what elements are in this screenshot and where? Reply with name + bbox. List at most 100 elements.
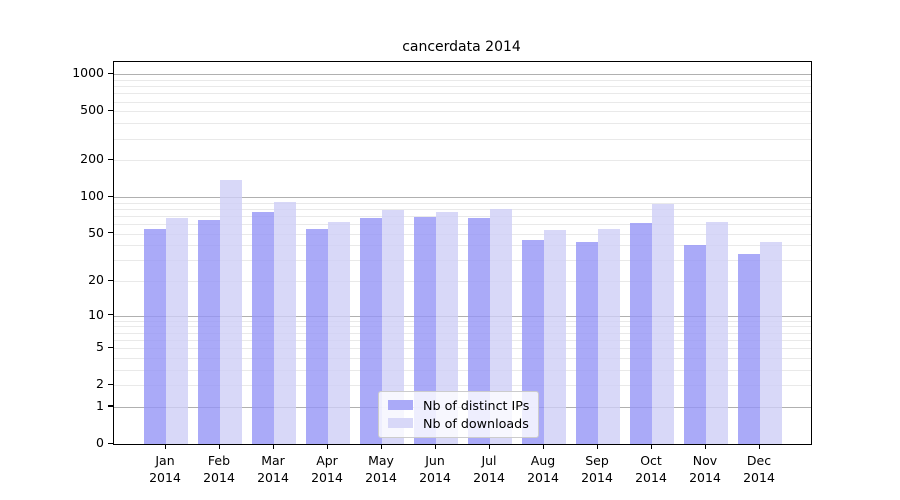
x-tick-month: Oct — [640, 453, 662, 468]
y-tick-label: 0 — [96, 435, 104, 450]
legend-swatch-distinct-ips — [388, 400, 413, 410]
x-tick — [542, 444, 544, 449]
x-tick-month: Mar — [261, 453, 285, 468]
gridline-minor — [114, 326, 811, 328]
x-tick-label: Aug 2014 — [511, 453, 575, 486]
x-tick-year: 2014 — [743, 469, 775, 485]
x-tick — [380, 444, 382, 449]
gridline-minor — [114, 369, 811, 371]
bar-downloads-jul — [490, 208, 512, 444]
bar-downloads-dec — [760, 241, 782, 444]
x-tick-year: 2014 — [365, 469, 397, 485]
gridline-minor — [114, 357, 811, 359]
x-tick-year: 2014 — [581, 469, 613, 485]
x-tick — [434, 444, 436, 449]
x-tick-month: Sep — [585, 453, 609, 468]
x-tick — [326, 444, 328, 449]
x-tick-year: 2014 — [149, 469, 181, 485]
x-tick-month: Apr — [316, 453, 338, 468]
gridline-minor — [114, 86, 811, 88]
gridline-minor — [114, 339, 811, 341]
x-tick-year: 2014 — [311, 469, 343, 485]
x-tick-label: Feb 2014 — [187, 453, 251, 486]
bar-distinct-ips-jan — [144, 228, 166, 444]
gridline-minor — [114, 160, 811, 162]
y-tick-label: 2 — [96, 376, 104, 392]
x-tick-month: Nov — [692, 453, 718, 468]
gridline-minor — [114, 320, 811, 322]
bar-downloads-mar — [274, 202, 296, 444]
legend-item-distinct-ips: Nb of distinct IPs — [388, 396, 529, 414]
gridline-minor — [114, 208, 811, 210]
gridline-major — [114, 197, 811, 199]
gridline-minor — [114, 111, 811, 113]
bar-downloads-apr — [328, 222, 350, 444]
y-tick-label: 1000 — [72, 65, 104, 81]
x-tick-month: Jun — [425, 453, 445, 468]
y-tick-label: 200 — [80, 151, 104, 167]
y-tick — [108, 383, 113, 385]
x-tick-label: Apr 2014 — [295, 453, 359, 486]
x-tick-label: Mar 2014 — [241, 453, 305, 486]
x-tick-month: Jan — [155, 453, 175, 468]
legend: Nb of distinct IPs Nb of downloads — [378, 391, 540, 438]
bar-distinct-ips-jul — [468, 218, 490, 444]
x-tick-label: Jul 2014 — [457, 453, 521, 486]
y-tick — [108, 314, 113, 316]
x-tick-month: Feb — [207, 453, 231, 468]
y-tick-label: 10 — [88, 306, 104, 322]
gridline-minor — [114, 123, 811, 125]
bar-distinct-ips-jun — [414, 216, 436, 444]
y-tick — [108, 442, 113, 444]
x-tick-month: Aug — [530, 453, 556, 468]
x-tick-label: Nov 2014 — [673, 453, 737, 486]
bar-downloads-aug — [544, 229, 566, 444]
x-tick-year: 2014 — [203, 469, 235, 485]
bar-downloads-feb — [220, 179, 242, 444]
y-tick — [108, 346, 113, 348]
gridline-minor — [114, 93, 811, 95]
x-tick-label: Jan 2014 — [133, 453, 197, 486]
x-tick — [650, 444, 652, 449]
x-tick-label: Jun 2014 — [403, 453, 467, 486]
bar-downloads-jun — [436, 212, 458, 444]
y-tick-label: 1 — [96, 397, 104, 413]
y-tick — [108, 158, 113, 160]
y-tick — [108, 232, 113, 234]
gridline-minor — [114, 385, 811, 387]
legend-swatch-downloads — [388, 418, 413, 428]
bar-distinct-ips-oct — [630, 223, 652, 444]
bar-downloads-oct — [652, 203, 674, 444]
x-tick-year: 2014 — [635, 469, 667, 485]
x-tick-year: 2014 — [257, 469, 289, 485]
gridline-minor — [114, 138, 811, 140]
bar-downloads-sep — [598, 228, 620, 444]
x-tick — [218, 444, 220, 449]
gridline-minor — [114, 348, 811, 350]
x-tick-year: 2014 — [419, 469, 451, 485]
legend-item-downloads: Nb of downloads — [388, 414, 529, 432]
bar-distinct-ips-sep — [576, 241, 598, 444]
gridline-minor — [114, 332, 811, 334]
gridline-minor — [114, 224, 811, 226]
bar-downloads-jan — [166, 218, 188, 444]
legend-label-downloads: Nb of downloads — [423, 415, 529, 431]
x-tick-label: Oct 2014 — [619, 453, 683, 486]
x-tick-label: May 2014 — [349, 453, 413, 486]
gridline-major — [114, 315, 811, 317]
x-tick-month: May — [368, 453, 394, 468]
bar-distinct-ips-apr — [306, 228, 328, 444]
y-tick-label: 100 — [80, 188, 104, 204]
gridline-minor — [114, 260, 811, 262]
bar-downloads-nov — [706, 222, 728, 444]
gridline-minor — [114, 215, 811, 217]
x-tick — [272, 444, 274, 449]
legend-label-distinct-ips: Nb of distinct IPs — [423, 397, 530, 413]
x-tick-year: 2014 — [473, 469, 505, 485]
x-tick — [704, 444, 706, 449]
y-tick — [108, 279, 113, 281]
x-tick — [164, 444, 166, 449]
y-tick — [108, 405, 113, 407]
gridline-minor — [114, 202, 811, 204]
